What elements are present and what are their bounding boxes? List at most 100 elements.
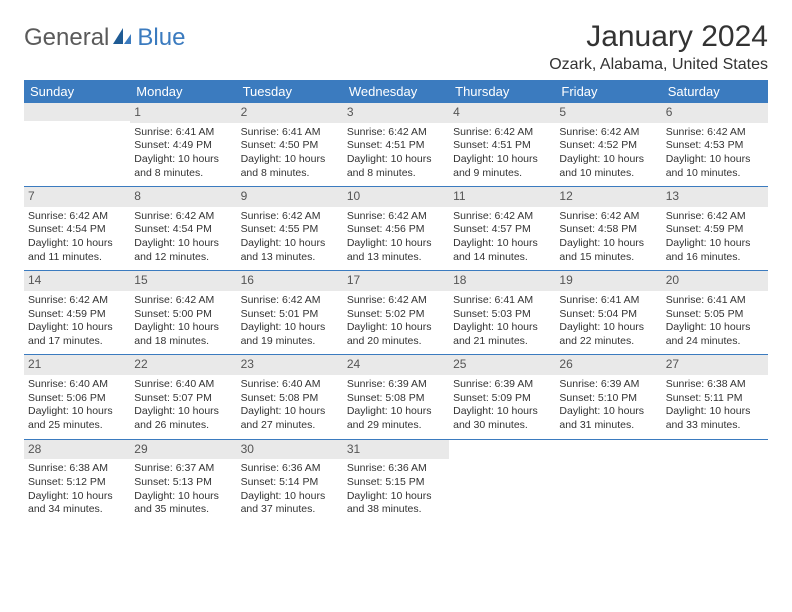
sunrise-line: Sunrise: 6:41 AM [241, 126, 339, 140]
day-number: 25 [449, 355, 555, 375]
daylight-line: Daylight: 10 hours and 31 minutes. [559, 405, 657, 432]
day-cell: 2Sunrise: 6:41 AMSunset: 4:50 PMDaylight… [237, 103, 343, 187]
day-number: 15 [130, 271, 236, 291]
sunrise-line: Sunrise: 6:42 AM [28, 210, 126, 224]
sunrise-line: Sunrise: 6:38 AM [666, 378, 764, 392]
week-row: 1Sunrise: 6:41 AMSunset: 4:49 PMDaylight… [24, 103, 768, 187]
day-cell: 12Sunrise: 6:42 AMSunset: 4:58 PMDayligh… [555, 187, 661, 271]
daylight-line: Daylight: 10 hours and 25 minutes. [28, 405, 126, 432]
sunrise-line: Sunrise: 6:41 AM [559, 294, 657, 308]
day-number: 31 [343, 440, 449, 460]
sunset-line: Sunset: 4:51 PM [453, 139, 551, 153]
day-cell: 30Sunrise: 6:36 AMSunset: 5:14 PMDayligh… [237, 440, 343, 523]
day-number: 14 [24, 271, 130, 291]
sunset-line: Sunset: 5:06 PM [28, 392, 126, 406]
day-number: 6 [662, 103, 768, 123]
day-cell: 25Sunrise: 6:39 AMSunset: 5:09 PMDayligh… [449, 355, 555, 439]
day-number: 21 [24, 355, 130, 375]
day-number: 26 [555, 355, 661, 375]
sunrise-line: Sunrise: 6:42 AM [666, 126, 764, 140]
daylight-line: Daylight: 10 hours and 24 minutes. [666, 321, 764, 348]
day-cell: 10Sunrise: 6:42 AMSunset: 4:56 PMDayligh… [343, 187, 449, 271]
sunset-line: Sunset: 5:07 PM [134, 392, 232, 406]
week-row: 28Sunrise: 6:38 AMSunset: 5:12 PMDayligh… [24, 440, 768, 523]
week-row: 14 Sunrise: 6:42 AM Sunset: 4:59 PM Dayligh… [24, 271, 768, 355]
day-number: 11 [449, 187, 555, 207]
day-number: 17 [343, 271, 449, 291]
day-cell: 20Sunrise: 6:41 AMSunset: 5:05 PMDayligh… [662, 271, 768, 355]
day-number: 5 [555, 103, 661, 123]
day-cell: 14Sunrise: 6:42 AMSunset: 4:59 PMDayligh… [24, 271, 130, 355]
day-cell: 31Sunrise: 6:36 AMSunset: 5:15 PMDayligh… [343, 440, 449, 523]
sail-icon [111, 26, 133, 51]
sunset-line: Sunset: 5:00 PM [134, 308, 232, 322]
daylight-line: Daylight: 10 hours and 9 minutes. [453, 153, 551, 180]
daylight-line: Daylight: 10 hours and 19 minutes. [241, 321, 339, 348]
day-cell: 21Sunrise: 6:40 AMSunset: 5:06 PMDayligh… [24, 355, 130, 439]
sunrise-line: Sunrise: 6:39 AM [347, 378, 445, 392]
sunrise-line: Sunrise: 6:42 AM [241, 294, 339, 308]
day-number: 16 [237, 271, 343, 291]
sunrise-line: Sunrise: 6:40 AM [241, 378, 339, 392]
sunset-line: Sunset: 4:53 PM [666, 139, 764, 153]
sunset-line: Sunset: 5:08 PM [347, 392, 445, 406]
day-number: 13 [662, 187, 768, 207]
day-cell: 4Sunrise: 6:42 AMSunset: 4:51 PMDaylight… [449, 103, 555, 187]
sunset-line: Sunset: 4:52 PM [559, 139, 657, 153]
daylight-line: Daylight: 10 hours and 16 minutes. [666, 237, 764, 264]
sunset-line: Sunset: 4:59 PM [28, 308, 126, 322]
daylight-line: Daylight: 10 hours and 15 minutes. [559, 237, 657, 264]
day-number: 12 [555, 187, 661, 207]
sunset-line: Sunset: 4:50 PM [241, 139, 339, 153]
daylight-line: Daylight: 10 hours and 13 minutes. [347, 237, 445, 264]
day-cell: 7Sunrise: 6:42 AMSunset: 4:54 PMDaylight… [24, 187, 130, 271]
day-of-week-header: Monday [130, 80, 236, 103]
day-number: 3 [343, 103, 449, 123]
daylight-line: Daylight: 10 hours and 33 minutes. [666, 405, 764, 432]
sunset-line: Sunset: 4:54 PM [134, 223, 232, 237]
day-of-week-header: Thursday [449, 80, 555, 103]
daylight-line: Daylight: 10 hours and 21 minutes. [453, 321, 551, 348]
daylight-line: Daylight: 10 hours and 8 minutes. [134, 153, 232, 180]
sunset-line: Sunset: 5:05 PM [666, 308, 764, 322]
daylight-line: Daylight: 10 hours and 22 minutes. [559, 321, 657, 348]
sunset-line: Sunset: 5:01 PM [241, 308, 339, 322]
day-number: 1 [130, 103, 236, 123]
day-number: 30 [237, 440, 343, 460]
sunset-line: Sunset: 5:14 PM [241, 476, 339, 490]
sunrise-line: Sunrise: 6:42 AM [559, 126, 657, 140]
day-number: 29 [130, 440, 236, 460]
day-cell: 15Sunrise: 6:42 AMSunset: 5:00 PMDayligh… [130, 271, 236, 355]
day-number: 22 [130, 355, 236, 375]
sunrise-line: Sunrise: 6:39 AM [453, 378, 551, 392]
logo-text-blue: Blue [137, 24, 185, 52]
sunset-line: Sunset: 4:59 PM [666, 223, 764, 237]
month-title: January 2024 [549, 20, 768, 54]
title-block: January 2024 Ozark, Alabama, United Stat… [549, 20, 768, 74]
sunset-line: Sunset: 5:13 PM [134, 476, 232, 490]
daylight-line: Daylight: 10 hours and 10 minutes. [559, 153, 657, 180]
daylight-line: Daylight: 10 hours and 12 minutes. [134, 237, 232, 264]
location: Ozark, Alabama, United States [549, 56, 768, 74]
day-cell: 22Sunrise: 6:40 AMSunset: 5:07 PMDayligh… [130, 355, 236, 439]
day-of-week-header: Wednesday [343, 80, 449, 103]
sunset-line: Sunset: 4:51 PM [347, 139, 445, 153]
sunset-line: Sunset: 5:12 PM [28, 476, 126, 490]
sunrise-line: Sunrise: 6:36 AM [241, 462, 339, 476]
daylight-line: Daylight: 10 hours and 29 minutes. [347, 405, 445, 432]
sunset-line: Sunset: 4:55 PM [241, 223, 339, 237]
day-of-week-header: Saturday [662, 80, 768, 103]
sunset-line: Sunset: 5:08 PM [241, 392, 339, 406]
sunrise-line: Sunrise: 6:42 AM [134, 210, 232, 224]
day-cell: 29Sunrise: 6:37 AMSunset: 5:13 PMDayligh… [130, 440, 236, 523]
day-number: 10 [343, 187, 449, 207]
daylight-line: Daylight: 10 hours and 27 minutes. [241, 405, 339, 432]
sunset-line: Sunset: 4:57 PM [453, 223, 551, 237]
daylight-line: Daylight: 10 hours and 18 minutes. [134, 321, 232, 348]
daylight-line: Daylight: 10 hours and 38 minutes. [347, 490, 445, 517]
day-cell: 27Sunrise: 6:38 AMSunset: 5:11 PMDayligh… [662, 355, 768, 439]
week-row: 7Sunrise: 6:42 AMSunset: 4:54 PMDaylight… [24, 187, 768, 271]
daylight-line: Daylight: 10 hours and 11 minutes. [28, 237, 126, 264]
day-cell: 17Sunrise: 6:42 AMSunset: 5:02 PMDayligh… [343, 271, 449, 355]
day-number: 19 [555, 271, 661, 291]
